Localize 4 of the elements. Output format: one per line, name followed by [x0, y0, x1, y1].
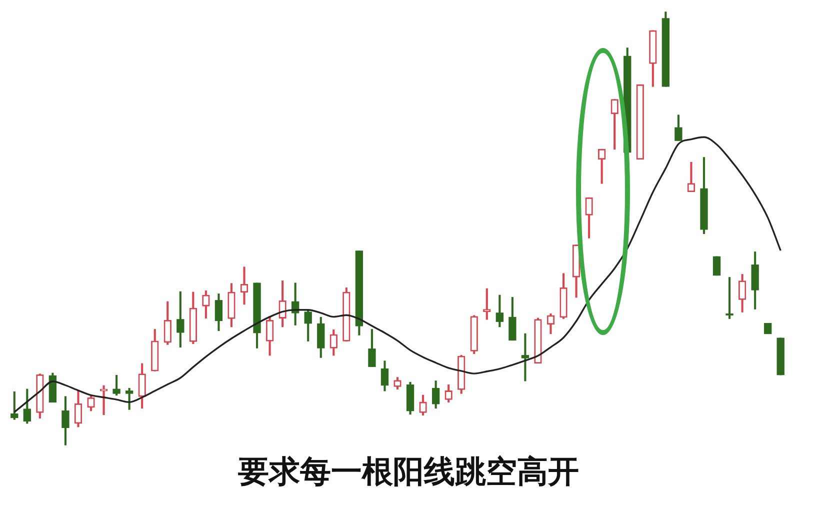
candlestick: [726, 277, 734, 319]
text: 要求每一根阳线跳空高开: [238, 453, 579, 492]
candlestick: [240, 266, 248, 305]
candlestick: [100, 385, 108, 416]
